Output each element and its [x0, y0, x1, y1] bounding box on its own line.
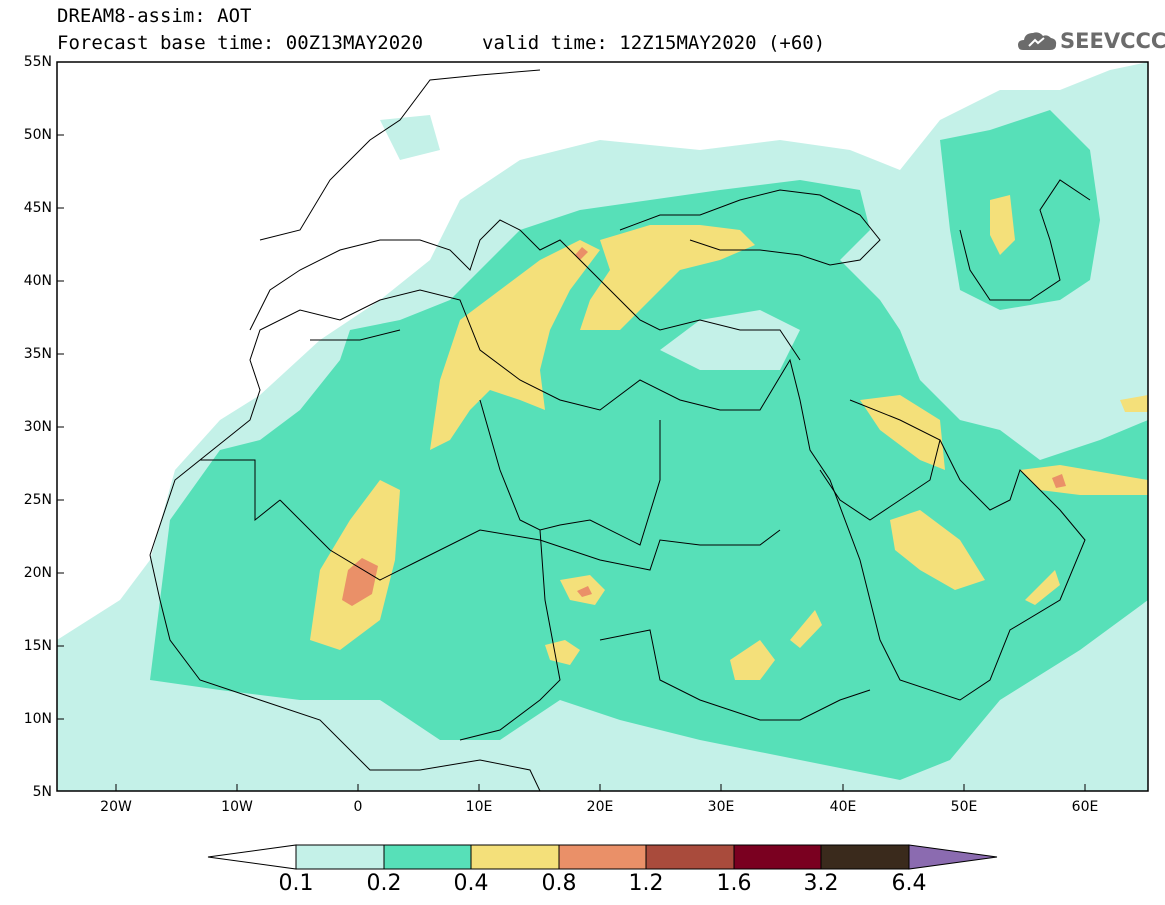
lat-label: 10N [23, 711, 52, 727]
logo-text: SEEVCCC [1060, 29, 1165, 53]
lat-label: 20N [23, 565, 52, 581]
lat-label: 15N [23, 638, 52, 654]
lat-label: 35N [23, 346, 52, 362]
lon-label: 0 [353, 799, 363, 815]
colorbar-label: 0.8 [541, 871, 577, 896]
valid-time: valid time: 12Z15MAY2020 (+60) [482, 32, 826, 54]
colorbar-label: 0.4 [453, 871, 489, 896]
map-title: DREAM8-assim: AOT [57, 5, 252, 27]
colorbar-label: 1.2 [628, 871, 664, 896]
colorbar [207, 844, 998, 870]
colorbar-swatch-2 [383, 844, 472, 870]
lon-label: 20W [100, 799, 132, 815]
lat-label: 40N [23, 273, 52, 289]
lon-label: 30E [707, 799, 735, 815]
lat-label: 45N [23, 200, 52, 216]
lat-label: 30N [23, 419, 52, 435]
axis-ticks [57, 61, 1086, 791]
lat-label: 50N [23, 127, 52, 143]
colorbar-swatch-above [908, 844, 998, 870]
coastlines [149, 69, 1091, 791]
colorbar-label: 0.1 [278, 871, 314, 896]
colorbar-label: 0.2 [366, 871, 402, 896]
colorbar-swatch-7 [820, 844, 910, 870]
lon-label: 20E [586, 799, 614, 815]
aot-contours [57, 62, 1148, 791]
lat-label: 55N [23, 54, 52, 70]
colorbar-swatch-4 [558, 844, 647, 870]
colorbar-swatch-1 [295, 844, 385, 870]
lat-label: 5N [32, 784, 52, 800]
aot-level-0-8 [342, 247, 1066, 606]
forecast-base-time: Forecast base time: 00Z13MAY2020 [57, 32, 424, 54]
lon-label: 10E [465, 799, 493, 815]
colorbar-label: 1.6 [716, 871, 752, 896]
cloud-icon [1018, 32, 1057, 50]
lon-label: 10W [221, 799, 253, 815]
colorbar-label: 6.4 [891, 871, 927, 896]
colorbar-swatch-6 [733, 844, 822, 870]
lon-label: 40E [829, 799, 857, 815]
colorbar-swatch-5 [645, 844, 735, 870]
lon-label: 50E [950, 799, 978, 815]
colorbar-swatch-below [207, 844, 297, 870]
lon-label: 60E [1071, 799, 1099, 815]
colorbar-swatch-3 [470, 844, 560, 870]
colorbar-label: 3.2 [803, 871, 839, 896]
lat-label: 25N [23, 492, 52, 508]
